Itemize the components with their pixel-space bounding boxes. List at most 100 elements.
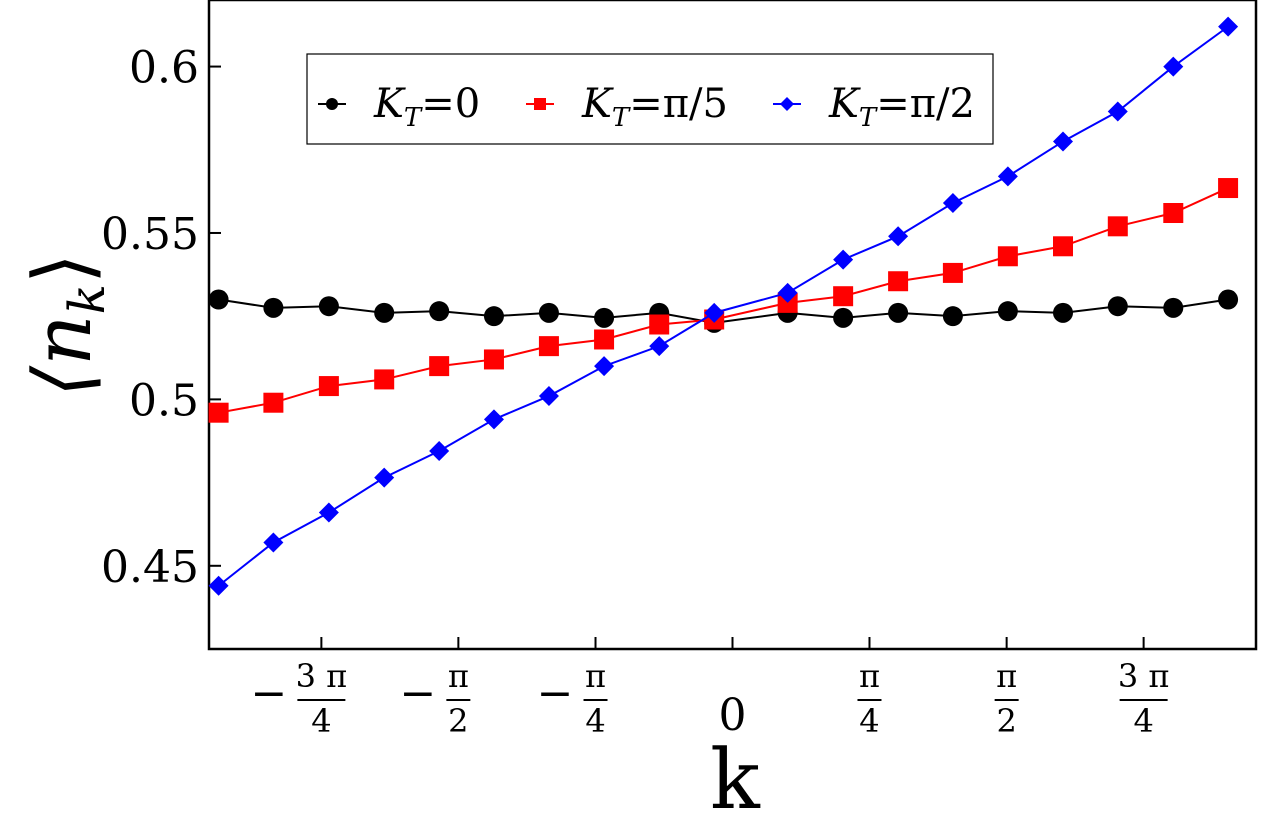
x-tick-label: 0 <box>719 690 747 741</box>
data-point <box>1107 216 1128 237</box>
data-point <box>429 356 450 377</box>
data-point <box>538 302 559 323</box>
data-point <box>538 386 559 407</box>
legend-label: KT=π/5 <box>581 81 728 133</box>
legend-label-sub: T <box>404 103 423 133</box>
y-tick-label: 0.5 <box>129 375 199 426</box>
data-point <box>1218 289 1239 310</box>
legend: KT=0 KT=π/5 KT=π/2 <box>306 53 994 145</box>
data-point <box>538 336 559 357</box>
data-point <box>208 289 229 310</box>
legend-label-main: K <box>828 81 861 127</box>
data-point <box>208 575 229 596</box>
y-tick-label: 0.55 <box>101 209 199 260</box>
data-point <box>833 286 854 307</box>
x-tick-denominator: 4 <box>1133 702 1153 740</box>
data-point <box>318 376 339 397</box>
data-point <box>1053 131 1074 152</box>
y-axis-ticks: 0.45 0.5 0.55 0.6 <box>101 43 221 593</box>
data-point <box>777 282 798 303</box>
data-point <box>534 98 546 110</box>
x-tick-denominator: 2 <box>996 702 1016 740</box>
data-point <box>1163 297 1184 318</box>
data-point <box>318 296 339 317</box>
data-point <box>942 193 963 214</box>
x-tick-numerator: 3 π <box>1118 657 1170 695</box>
y-axis-label: ⟨nk⟩ <box>16 253 116 397</box>
legend-label-rest: =π/5 <box>629 81 728 127</box>
data-point <box>1107 101 1128 122</box>
data-point <box>833 307 854 328</box>
x-tick-denominator: 4 <box>311 702 331 740</box>
legend-box <box>306 53 994 145</box>
data-point <box>1053 236 1074 257</box>
data-point <box>263 392 284 413</box>
data-point <box>997 301 1018 322</box>
y-tick-label: 0.45 <box>101 542 199 593</box>
x-tick-numerator: π <box>859 657 880 695</box>
data-point <box>429 301 450 322</box>
legend-entry: KT=π/2 <box>773 81 975 133</box>
legend-label: KT=π/2 <box>828 81 975 133</box>
y-axis-label-close: ⟩ <box>16 253 109 284</box>
data-point <box>942 306 963 327</box>
data-point <box>483 306 504 327</box>
x-tick-numerator: π <box>585 657 606 695</box>
legend-entry: KT=0 <box>318 81 480 133</box>
svg-text:⟨nk⟩: ⟨nk⟩ <box>16 253 116 397</box>
data-point <box>1053 302 1074 323</box>
x-tick-numerator: π <box>448 657 469 695</box>
data-point <box>649 336 670 357</box>
series-layer <box>208 16 1239 596</box>
x-tick-numerator: π <box>996 657 1017 695</box>
data-point <box>1107 296 1128 317</box>
y-axis-label-sub: k <box>58 284 116 314</box>
data-point <box>833 249 854 270</box>
data-point <box>374 302 395 323</box>
x-tick-denominator: 4 <box>585 702 605 740</box>
data-point <box>888 302 909 323</box>
data-point <box>263 297 284 318</box>
data-point <box>483 409 504 430</box>
data-point <box>942 262 963 283</box>
data-point <box>1163 56 1184 77</box>
data-point <box>318 502 339 523</box>
data-point <box>429 440 450 461</box>
data-point <box>780 97 794 111</box>
y-tick-label: 0.6 <box>129 43 199 94</box>
data-point <box>374 467 395 488</box>
data-point <box>1163 203 1184 224</box>
data-point <box>888 271 909 292</box>
data-point <box>1218 16 1239 37</box>
series-line <box>218 187 1229 414</box>
x-tick-sign: − <box>399 668 436 719</box>
x-tick-denominator: 2 <box>448 702 468 740</box>
data-point <box>594 356 615 377</box>
x-tick-sign: − <box>251 668 288 719</box>
data-point <box>263 532 284 553</box>
x-axis-label: k <box>710 733 761 828</box>
legend-entry: KT=π/5 <box>526 81 728 133</box>
data-point <box>326 98 338 110</box>
legend-label-sub: T <box>612 103 631 133</box>
legend-label-rest: =π/2 <box>876 81 975 127</box>
data-point <box>374 369 395 390</box>
data-point <box>704 302 725 323</box>
x-tick-sign: − <box>537 668 574 719</box>
data-point <box>888 226 909 247</box>
data-point <box>997 246 1018 267</box>
x-tick-numerator: 3 π <box>296 657 348 695</box>
series-square <box>208 178 1239 423</box>
legend-label-sub: T <box>859 103 878 133</box>
legend-label-rest: =0 <box>421 81 480 127</box>
legend-label-main: K <box>373 81 406 127</box>
data-point <box>594 307 615 328</box>
data-point <box>997 166 1018 187</box>
y-axis-label-main: ⟨n <box>16 314 109 397</box>
data-point <box>483 349 504 370</box>
data-point <box>649 314 670 335</box>
data-point <box>1218 178 1239 199</box>
data-point <box>594 329 615 350</box>
